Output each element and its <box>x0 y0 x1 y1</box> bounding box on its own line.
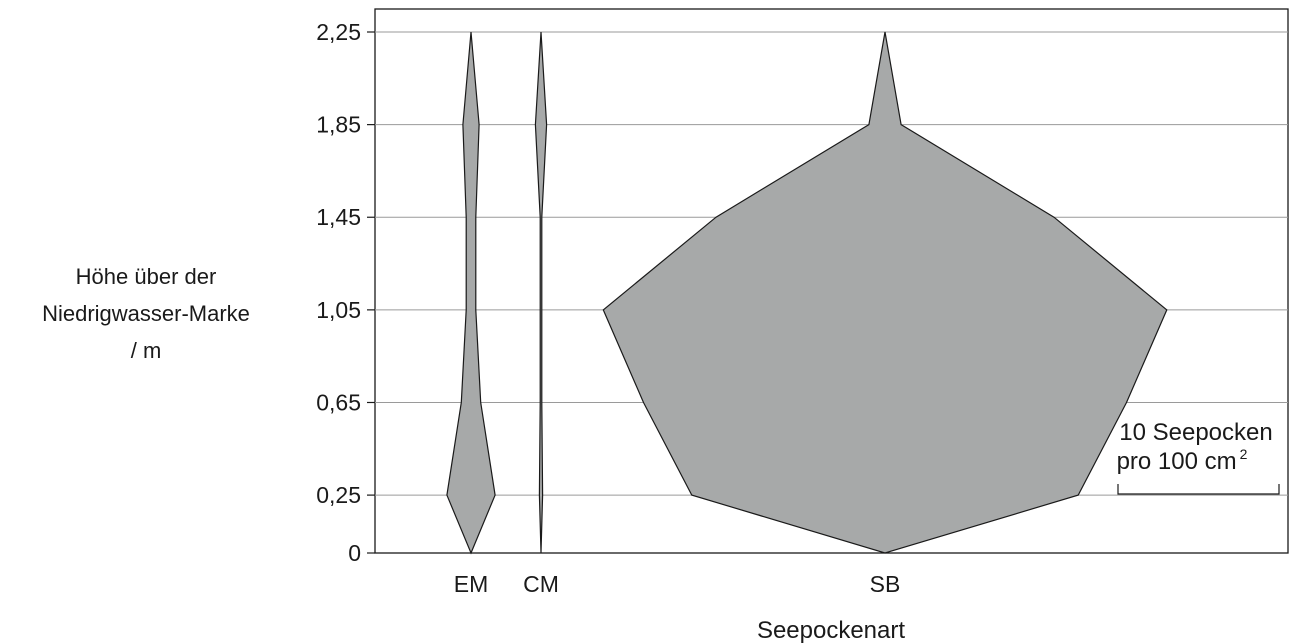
kites <box>446 31 1168 555</box>
kite-sb <box>602 31 1168 554</box>
y-axis-label: Höhe über der Niedrigwasser-Marke / m <box>0 258 292 369</box>
y-tick-label: 0,65 <box>316 389 361 415</box>
y-tick-label: 1,45 <box>316 204 361 230</box>
y-tick-label: 2,25 <box>316 19 361 45</box>
y-tick-label: 0,25 <box>316 482 361 508</box>
scale-bar-line <box>1117 484 1280 495</box>
scale-bar: 10 Seepocken pro 100 cm 2 <box>1117 419 1280 495</box>
y-tick-label: 1,05 <box>316 297 361 323</box>
scale-bar-label-line-1: 10 Seepocken <box>1119 419 1272 446</box>
y-tick-label: 1,85 <box>316 112 361 138</box>
scale-bar-label-text: pro 100 cm <box>1117 448 1237 475</box>
y-axis-label-line-1: Höhe über der <box>75 264 217 289</box>
y-axis-label-line-2: Niedrigwasser-Marke <box>42 301 250 326</box>
x-tick-label-em: EM <box>454 571 489 597</box>
scale-bar-superscript: 2 <box>1240 446 1248 462</box>
scale-bar-label-line-2: pro 100 cm 2 <box>1117 446 1248 475</box>
kite-cm <box>534 31 548 554</box>
x-axis-label: Seepockenart <box>757 617 905 643</box>
x-tick-labels: EM CM SB <box>454 571 901 597</box>
x-tick-label-sb: SB <box>870 571 901 597</box>
y-axis-label-line-3: / m <box>130 338 162 363</box>
x-tick-label-cm: CM <box>523 571 559 597</box>
kite-em <box>446 31 496 555</box>
y-tick-label: 0 <box>348 540 361 566</box>
y-tick-labels: 0 0,25 0,65 1,05 1,45 1,85 2,25 <box>316 19 361 566</box>
